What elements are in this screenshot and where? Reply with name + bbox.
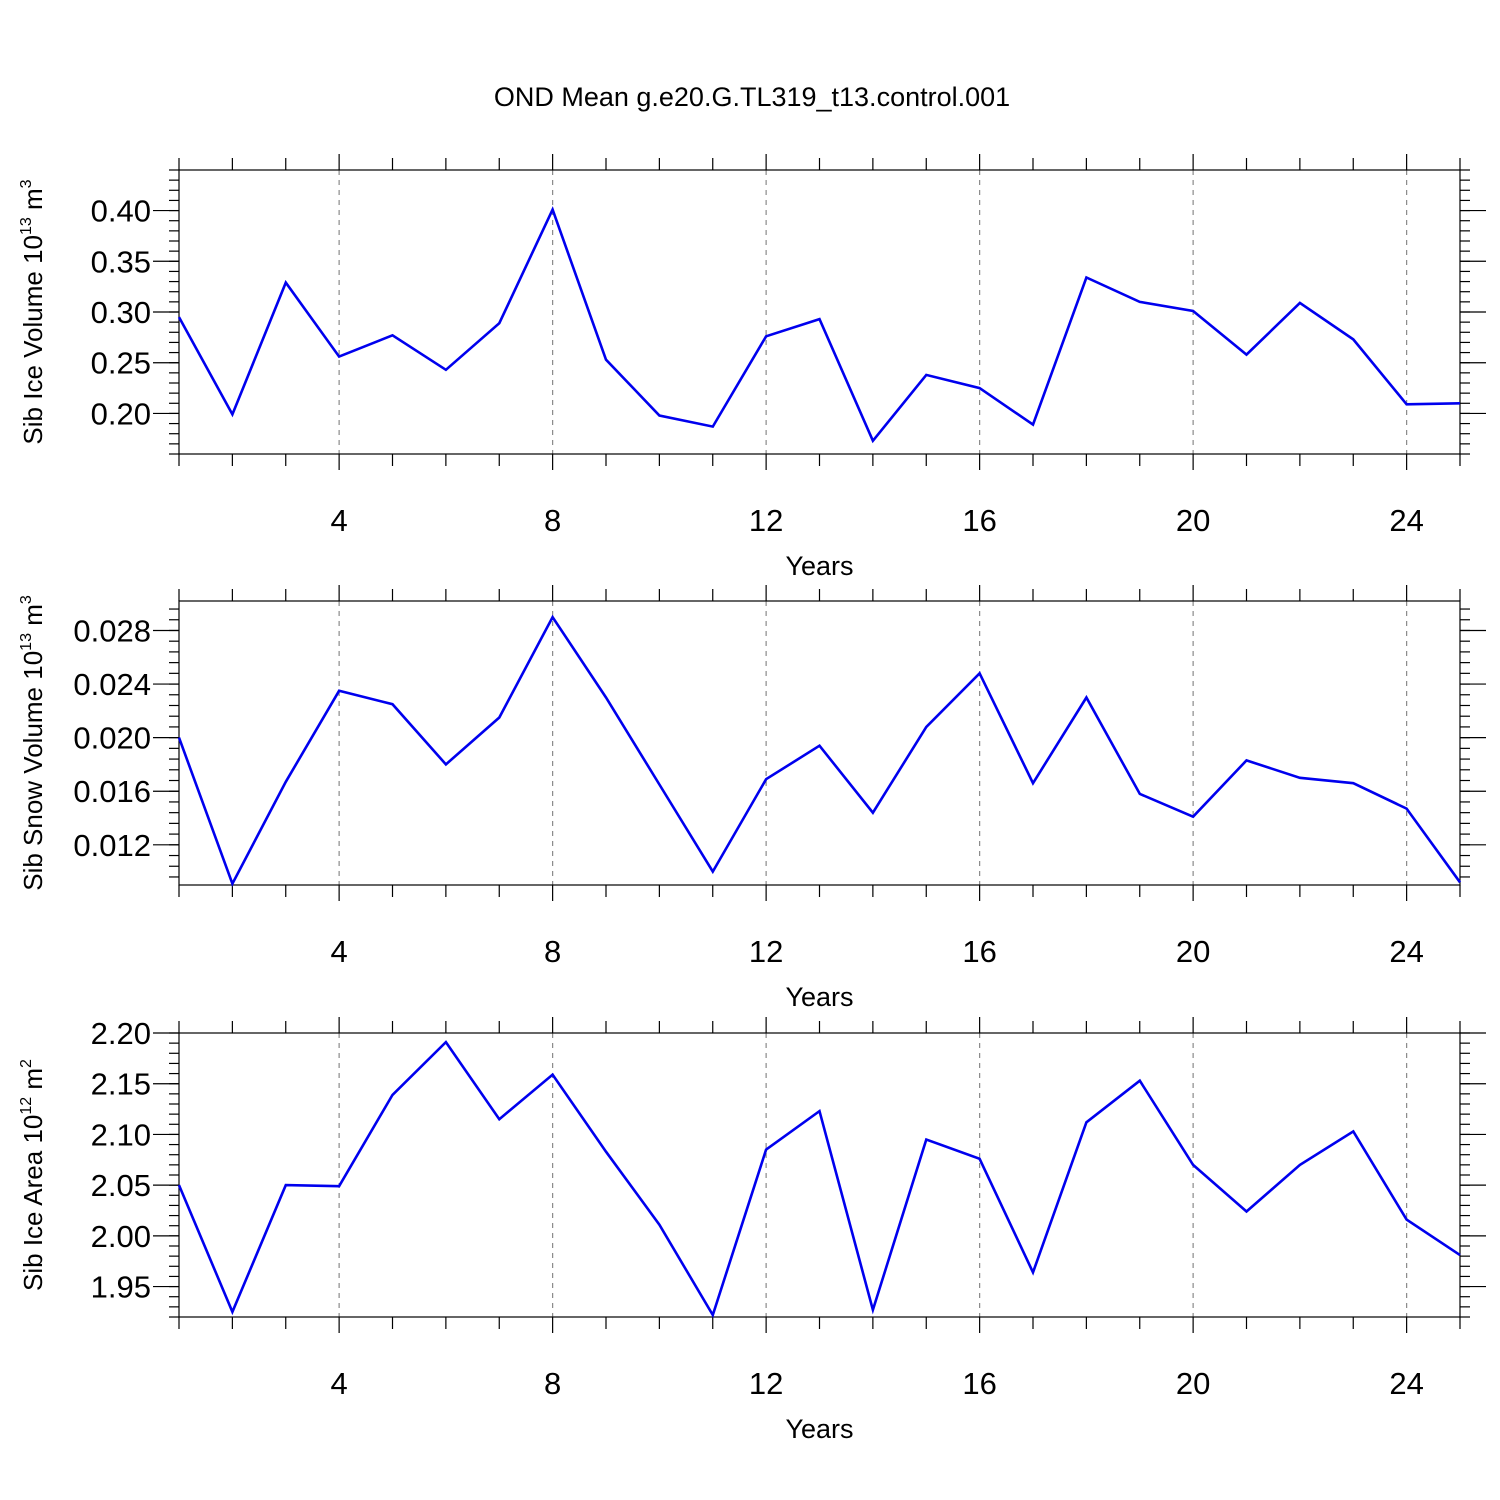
x-axis-label: Years — [785, 982, 853, 1012]
y-tick-label: 0.40 — [91, 194, 151, 229]
x-tick-label: 16 — [962, 934, 996, 969]
figure-title: OND Mean g.e20.G.TL319_t13.control.001 — [494, 82, 1010, 112]
panel-2: 0.012 0.016 0.020 0.024 0.028 4 8 12 16 20 24 Years… — [18, 585, 1486, 1012]
y-axis-label-unit: m — [18, 1068, 48, 1097]
x-tick-label: 24 — [1389, 503, 1423, 538]
x-axis-label: Years — [785, 1414, 853, 1444]
plot-frame — [178, 1032, 1461, 1318]
y-axis-label-main: Sib Snow Volume 10 — [18, 651, 48, 891]
y-axis-label-unit-exp: 3 — [18, 595, 35, 604]
y-tick-label: 2.10 — [91, 1117, 151, 1152]
y-axis-label-unit-exp: 2 — [18, 1059, 35, 1068]
x-tick-label: 8 — [544, 1366, 561, 1401]
y-axis-label-unit-exp: 3 — [18, 179, 35, 188]
y-axis-label-exp: 13 — [18, 633, 35, 651]
x-tick-label: 8 — [544, 503, 561, 538]
x-tick-label: 20 — [1176, 934, 1210, 969]
y-tick-label: 0.20 — [91, 396, 151, 431]
x-tick-label: 4 — [331, 1366, 348, 1401]
x-tick-label: 20 — [1176, 1366, 1210, 1401]
y-axis-label-main: Sib Ice Area 10 — [18, 1115, 48, 1291]
x-tick-label: 12 — [749, 503, 783, 538]
y-tick-label: 0.25 — [91, 346, 151, 381]
y-tick-label: 0.020 — [73, 721, 151, 756]
series-line — [177, 614, 1462, 887]
x-axis-label: Years — [785, 551, 853, 581]
y-tick-label: 2.20 — [91, 1016, 151, 1051]
y-axis-label: Sib Ice Area 1012 m2 — [18, 1059, 48, 1291]
y-axis-label-unit: m — [18, 188, 48, 217]
y-axis-label: Sib Ice Volume 1013 m3 — [18, 179, 48, 444]
y-tick-label: 1.95 — [91, 1270, 151, 1305]
x-tick-label: 20 — [1176, 503, 1210, 538]
y-axis-label-main: Sib Ice Volume 10 — [18, 235, 48, 445]
x-tick-label: 24 — [1389, 1366, 1423, 1401]
y-tick-label: 0.024 — [73, 667, 151, 702]
x-tick-label: 12 — [749, 1366, 783, 1401]
y-axis-label-exp: 12 — [18, 1097, 35, 1115]
y-tick-label: 0.012 — [73, 828, 151, 863]
y-axis-label: Sib Snow Volume 1013 m3 — [18, 595, 48, 891]
y-tick-label: 2.05 — [91, 1168, 151, 1203]
y-axis-label-exp: 13 — [18, 217, 35, 235]
y-tick-label: 0.016 — [73, 774, 151, 809]
series-line — [177, 1040, 1461, 1319]
y-tick-label: 2.15 — [91, 1067, 151, 1102]
panel-1: 0.20 0.25 0.30 0.35 0.40 4 8 12 16 20 24 Years Sib I… — [18, 154, 1486, 581]
plot-frame — [178, 169, 1461, 455]
y-tick-label: 0.028 — [73, 613, 151, 648]
y-tick-label: 2.00 — [91, 1219, 151, 1254]
x-tick-label: 8 — [544, 934, 561, 969]
series-line — [177, 206, 1461, 444]
y-tick-label: 0.35 — [91, 244, 151, 279]
panel-3: 1.95 2.00 2.05 2.10 2.15 2.20 4 8 12 16 20 24 Years S… — [18, 1016, 1486, 1444]
x-tick-label: 16 — [962, 503, 996, 538]
x-tick-label: 4 — [331, 934, 348, 969]
x-tick-label: 12 — [749, 934, 783, 969]
y-tick-label: 0.30 — [91, 295, 151, 330]
x-tick-label: 16 — [962, 1366, 996, 1401]
x-tick-label: 24 — [1389, 934, 1423, 969]
x-tick-label: 4 — [331, 503, 348, 538]
plot-frame — [178, 600, 1461, 886]
y-axis-label-unit: m — [18, 604, 48, 633]
